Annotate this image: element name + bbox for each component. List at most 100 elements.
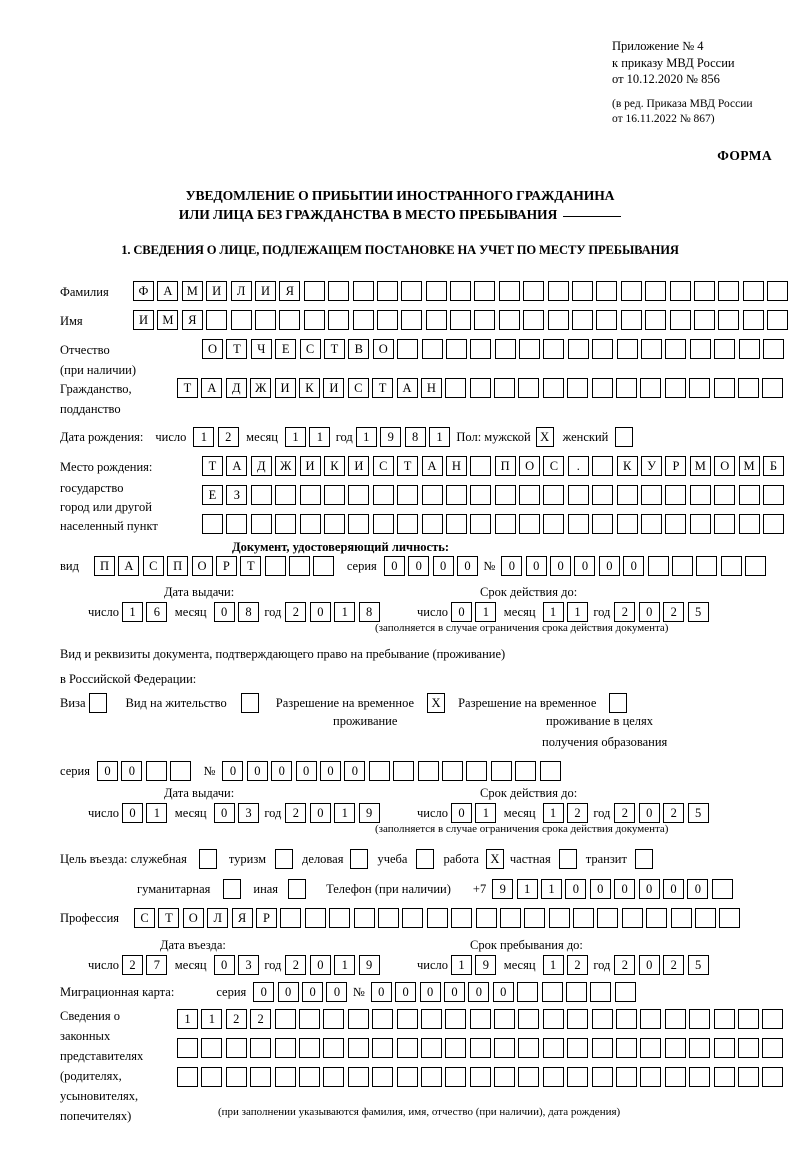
- char-cell[interactable]: [299, 514, 321, 534]
- char-cell[interactable]: Я: [279, 281, 301, 301]
- char-cell[interactable]: 0: [550, 556, 572, 576]
- char-cell[interactable]: 0: [277, 982, 299, 1002]
- char-cell[interactable]: 1: [334, 955, 356, 975]
- char-cell[interactable]: 0: [443, 982, 465, 1002]
- char-cell[interactable]: [720, 556, 742, 576]
- char-cell[interactable]: 0: [638, 803, 660, 823]
- char-cell[interactable]: Т: [240, 556, 262, 576]
- char-cell[interactable]: [592, 514, 614, 534]
- char-cell[interactable]: [696, 556, 718, 576]
- char-cell[interactable]: [420, 1067, 442, 1087]
- char-cell[interactable]: 8: [404, 427, 426, 447]
- char-cell[interactable]: [646, 908, 668, 928]
- char-cell[interactable]: [469, 1009, 491, 1029]
- char-cell[interactable]: [693, 310, 715, 330]
- char-cell[interactable]: [548, 908, 570, 928]
- char-cell[interactable]: 1: [475, 602, 497, 622]
- char-cell[interactable]: 0: [295, 761, 317, 781]
- char-cell[interactable]: И: [299, 456, 321, 476]
- char-cell[interactable]: [547, 281, 569, 301]
- char-cell[interactable]: [669, 310, 691, 330]
- char-cell[interactable]: [328, 310, 350, 330]
- char-cell[interactable]: 0: [408, 556, 430, 576]
- field-legal-rep-row-3[interactable]: [177, 1067, 787, 1087]
- char-cell[interactable]: [689, 485, 711, 505]
- char-cell[interactable]: [328, 281, 350, 301]
- char-cell[interactable]: А: [226, 456, 248, 476]
- char-cell[interactable]: [742, 281, 764, 301]
- char-cell[interactable]: [616, 1009, 638, 1029]
- char-cell[interactable]: [230, 310, 252, 330]
- char-cell[interactable]: 1: [284, 427, 306, 447]
- char-cell[interactable]: [470, 456, 492, 476]
- char-cell[interactable]: [401, 310, 423, 330]
- char-cell[interactable]: [762, 1038, 784, 1058]
- char-cell[interactable]: [250, 1067, 272, 1087]
- char-cell[interactable]: [567, 1067, 589, 1087]
- char-cell[interactable]: С: [299, 339, 321, 359]
- char-cell[interactable]: 1: [451, 955, 472, 975]
- char-cell[interactable]: О: [519, 456, 541, 476]
- char-cell[interactable]: [621, 908, 643, 928]
- char-cell[interactable]: [470, 514, 492, 534]
- char-cell[interactable]: [714, 514, 736, 534]
- char-cell[interactable]: Р: [215, 556, 237, 576]
- legal-rep-row2-cells[interactable]: [177, 1038, 787, 1058]
- char-cell[interactable]: [670, 908, 692, 928]
- char-cell[interactable]: [372, 1067, 394, 1087]
- char-cell[interactable]: [494, 1038, 516, 1058]
- char-cell[interactable]: [206, 310, 228, 330]
- char-cell[interactable]: Т: [397, 456, 419, 476]
- char-cell[interactable]: Л: [230, 281, 252, 301]
- char-cell[interactable]: [494, 1067, 516, 1087]
- char-cell[interactable]: [445, 514, 467, 534]
- char-cell[interactable]: [664, 1038, 686, 1058]
- checkbox-purpose-business[interactable]: [350, 849, 369, 869]
- char-cell[interactable]: [591, 1009, 613, 1029]
- char-cell[interactable]: [573, 908, 595, 928]
- char-cell[interactable]: [693, 281, 715, 301]
- char-cell[interactable]: 2: [122, 955, 144, 975]
- char-cell[interactable]: [323, 1038, 345, 1058]
- char-cell[interactable]: 1: [566, 602, 588, 622]
- char-cell[interactable]: [616, 339, 638, 359]
- char-cell[interactable]: 0: [320, 761, 342, 781]
- char-cell[interactable]: [397, 339, 419, 359]
- char-cell[interactable]: [420, 1009, 442, 1029]
- char-cell[interactable]: [396, 1067, 418, 1087]
- char-cell[interactable]: С: [543, 456, 565, 476]
- char-cell[interactable]: 1: [516, 879, 538, 899]
- char-cell[interactable]: [275, 514, 297, 534]
- char-cell[interactable]: 2: [663, 803, 685, 823]
- char-cell[interactable]: [377, 908, 399, 928]
- char-cell[interactable]: [718, 281, 740, 301]
- char-cell[interactable]: 0: [501, 556, 523, 576]
- char-cell[interactable]: [329, 908, 351, 928]
- char-cell[interactable]: [445, 1038, 467, 1058]
- char-cell[interactable]: 9: [358, 803, 380, 823]
- char-cell[interactable]: Р: [255, 908, 277, 928]
- char-cell[interactable]: 0: [638, 602, 660, 622]
- char-cell[interactable]: [445, 485, 467, 505]
- char-cell[interactable]: 2: [225, 1009, 247, 1029]
- char-cell[interactable]: 0: [309, 955, 331, 975]
- char-cell[interactable]: [543, 485, 565, 505]
- char-cell[interactable]: [474, 281, 496, 301]
- char-cell[interactable]: [713, 378, 735, 398]
- char-cell[interactable]: [689, 1009, 711, 1029]
- char-cell[interactable]: [420, 1038, 442, 1058]
- char-cell[interactable]: [745, 556, 767, 576]
- char-cell[interactable]: [397, 485, 419, 505]
- char-cell[interactable]: [313, 556, 335, 576]
- char-cell[interactable]: [274, 1009, 296, 1029]
